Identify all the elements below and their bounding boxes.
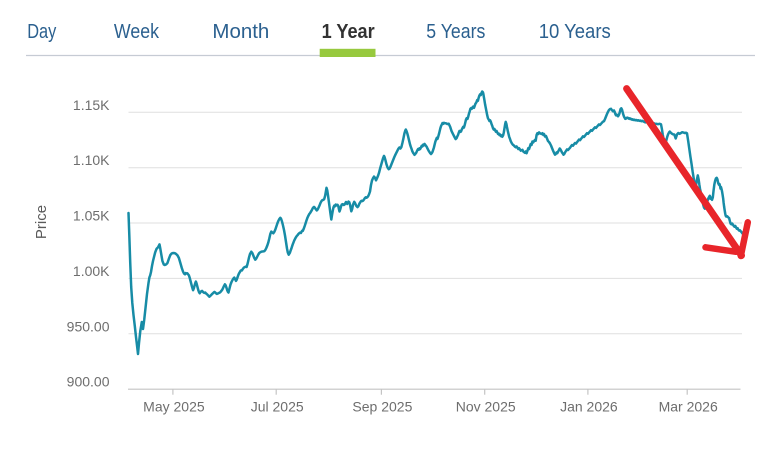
svg-text:Jul 2025: Jul 2025 [251,399,304,415]
svg-text:1 Year: 1 Year [322,20,375,43]
svg-text:950.00: 950.00 [67,318,110,334]
svg-text:900.00: 900.00 [67,374,110,390]
svg-text:Nov 2025: Nov 2025 [456,399,516,415]
svg-text:May 2025: May 2025 [143,399,205,415]
svg-text:5 Years: 5 Years [426,20,485,43]
svg-text:Week: Week [114,20,160,43]
svg-text:1.10K: 1.10K [73,152,110,168]
svg-text:Day: Day [27,20,57,43]
svg-text:Price: Price [33,205,50,239]
svg-text:1.05K: 1.05K [73,208,110,224]
svg-text:1.00K: 1.00K [73,263,110,279]
svg-text:Sep 2025: Sep 2025 [352,399,412,415]
svg-text:Month: Month [212,20,269,43]
svg-text:Jan 2026: Jan 2026 [560,399,618,415]
svg-text:10 Years: 10 Years [539,20,611,43]
svg-text:1.15K: 1.15K [73,97,110,113]
svg-text:Mar 2026: Mar 2026 [659,399,718,415]
